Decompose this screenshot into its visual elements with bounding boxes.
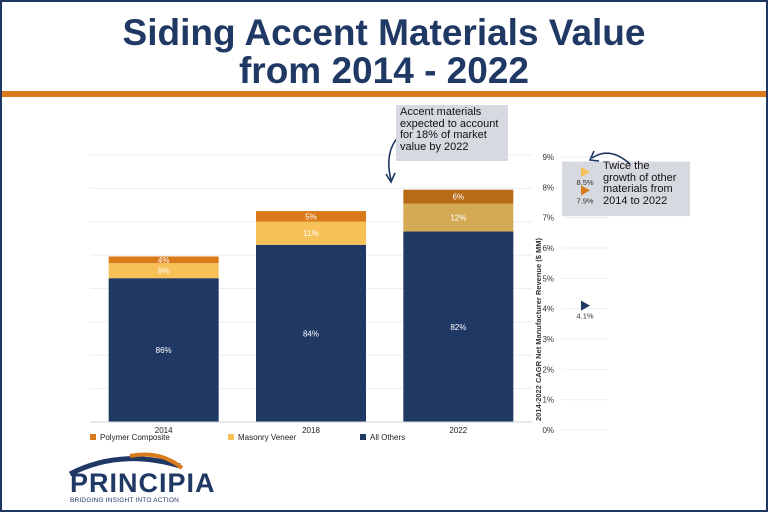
- legend-swatch: [228, 434, 234, 440]
- cagr-marker-all-others: [581, 300, 590, 311]
- title-line-2: from 2014 - 2022: [238, 50, 529, 91]
- bar-data-label: 84%: [303, 329, 319, 338]
- cagr-marker-masonry-veneer: [581, 167, 590, 178]
- bar-polymer-composite-2018: [256, 211, 366, 222]
- bar-data-label: 5%: [305, 212, 317, 221]
- cagr-marker-polymer-composite: [581, 185, 590, 196]
- x-tick-label: 2014: [155, 426, 173, 435]
- bar-data-label: 12%: [450, 214, 466, 223]
- bar-data-label: 4%: [158, 256, 170, 265]
- callout-arrow-head: [385, 172, 396, 184]
- bar-all-others-2014: [108, 278, 219, 422]
- logo-tagline: BRIDGING INSIGHT INTO ACTION: [70, 497, 180, 504]
- cagr-data-label: 8.5%: [576, 178, 593, 187]
- bar-masonry-veneer-2014: [108, 263, 219, 279]
- bar-all-others-2018: [256, 244, 366, 422]
- y-tick-label: 5%: [542, 274, 554, 283]
- bar-masonry-veneer-2018: [256, 221, 366, 245]
- stacked-bar-chart: 86% 9% 4% 2014 84% 11% 5% 2018 82% 12% 6% 2022 Polym…: [90, 135, 532, 442]
- bar-polymer-composite-2022: [403, 189, 514, 204]
- growth-callout: Twice the growth of other materials from…: [599, 159, 689, 212]
- legend-swatch: [90, 434, 96, 440]
- y-axis-title: 2014-2022 CAGR Net Manufacturer Revenue …: [534, 238, 543, 421]
- growth-arrow: [591, 152, 631, 165]
- bar-data-label: 6%: [453, 193, 465, 202]
- y-tick-label: 3%: [542, 335, 554, 344]
- legend-swatch: [360, 434, 366, 440]
- y-tick-label: 2%: [542, 365, 554, 374]
- bar-data-label: 82%: [450, 323, 466, 332]
- logo-arc-icon: [68, 452, 184, 477]
- bar-data-label: 86%: [156, 346, 172, 355]
- bar-data-label: 9%: [158, 267, 170, 276]
- y-tick-label: 0%: [542, 426, 554, 435]
- principia-logo: PRINCIPIA BRIDGING INSIGHT INTO ACTION: [60, 450, 215, 506]
- bar-polymer-composite-2014: [108, 256, 219, 264]
- legend-label: Masonry Veneer: [238, 433, 297, 442]
- chart-area: 86% 9% 4% 2014 84% 11% 5% 2018 82% 12% 6% 2022 Polym…: [90, 135, 690, 442]
- x-tick-label: 2022: [449, 426, 467, 435]
- cagr-scatter-chart: 0% 1% 2% 3% 4% 5% 6% 7% 8% 9% 2014-2022 CAGR Net M…: [534, 150, 690, 435]
- x-tick-label: 2018: [302, 426, 320, 435]
- page-title: Siding Accent Materials Value from 2014 …: [2, 14, 766, 90]
- growth-callout-text: Twice the growth of other materials from…: [603, 160, 677, 207]
- y-tick-label: 8%: [542, 183, 554, 192]
- y-tick-label: 9%: [542, 153, 554, 162]
- legend-label: Polymer Composite: [100, 433, 170, 442]
- bar-data-label: 11%: [303, 229, 318, 238]
- y-tick-label: 6%: [542, 244, 554, 253]
- bar-masonry-veneer-2022: [403, 203, 514, 232]
- accent-share-callout-text: Accent materials expected to account for…: [400, 106, 499, 153]
- cagr-data-label: 4.1%: [576, 312, 593, 321]
- cagr-data-label: 7.9%: [576, 196, 593, 205]
- bar-all-others-2022: [403, 231, 514, 422]
- legend-label: All Others: [370, 433, 405, 442]
- growth-arrow-head: [588, 150, 600, 162]
- logo-wordmark: PRINCIPIA: [70, 468, 216, 498]
- accent-share-callout: Accent materials expected to account for…: [396, 105, 508, 161]
- y-tick-label: 4%: [542, 305, 554, 314]
- y-tick-label: 7%: [542, 214, 554, 223]
- y-tick-label: 1%: [542, 396, 554, 405]
- title-divider: [2, 91, 766, 97]
- title-line-1: Siding Accent Materials Value: [122, 12, 646, 53]
